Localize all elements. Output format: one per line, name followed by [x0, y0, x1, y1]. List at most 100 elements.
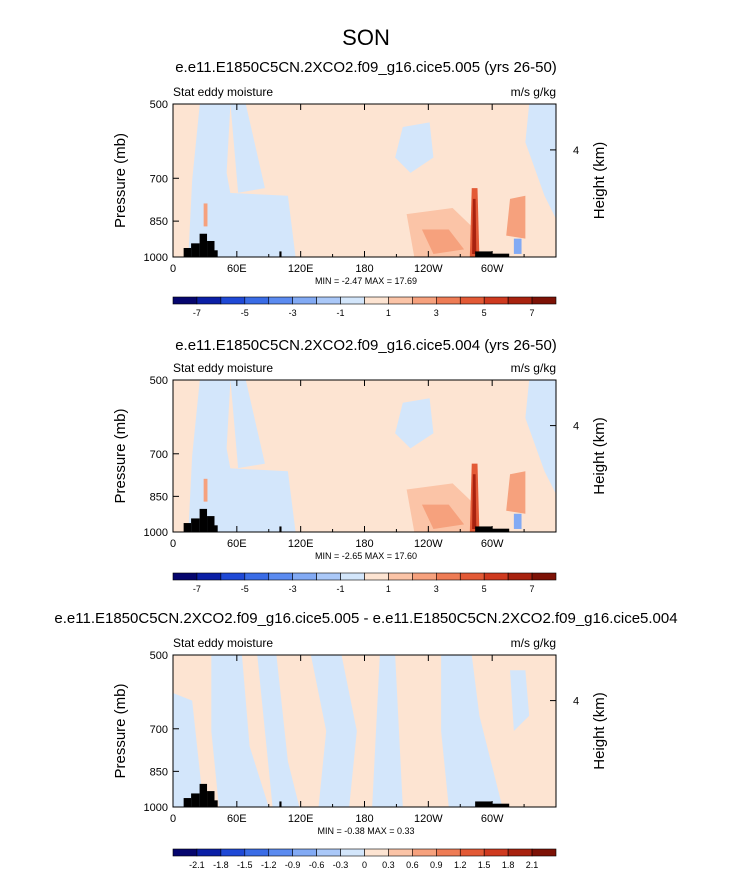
colorbar-swatch [388, 572, 413, 581]
colorbar-swatch [388, 296, 413, 305]
colorbar-swatch [507, 848, 533, 857]
colorbar-swatch [531, 572, 557, 581]
colorbar-label: -1 [337, 308, 345, 318]
land-mask [279, 251, 282, 257]
colorbar-swatch [436, 572, 461, 581]
x-tick-label: 60E [227, 263, 247, 275]
colorbar-label: 1 [386, 584, 391, 594]
colorbar-label: 3 [434, 308, 439, 318]
colorbar-swatch [220, 572, 246, 581]
panel-units-label: m/s g/kg [511, 361, 556, 375]
x-tick-label: 180 [355, 263, 373, 275]
land-mask [475, 526, 493, 532]
land-mask [475, 801, 493, 807]
field-contour [421, 504, 465, 529]
colorbar-swatch [268, 296, 293, 305]
colorbar-label: -3 [289, 584, 297, 594]
field-contour [525, 104, 556, 219]
land-mask [214, 250, 218, 257]
panel-title: e.e11.E1850C5CN.2XCO2.f09_g16.cice5.005 … [54, 610, 677, 627]
colorbar-label: -3 [289, 308, 297, 318]
colorbar-swatch [316, 848, 341, 857]
field-contour [441, 655, 503, 807]
field-contour [506, 195, 526, 239]
colorbar-swatch [364, 848, 389, 857]
colorbar-label: 0.6 [406, 860, 419, 870]
colorbar-swatch [172, 848, 198, 857]
field-contour [421, 229, 465, 254]
land-mask [207, 791, 215, 807]
colorbar-label: 0 [362, 860, 367, 870]
x-tick-label: 120E [288, 263, 314, 275]
y-tick-label: 500 [150, 375, 168, 387]
colorbar-swatch [340, 572, 365, 581]
panel-left-label: Stat eddy moisture [173, 85, 273, 99]
colorbar-label: -1.8 [213, 860, 229, 870]
y-tick-label: 1000 [144, 252, 168, 264]
y-tick-label: 850 [150, 491, 168, 503]
colorbar-label: 7 [530, 584, 535, 594]
colorbar-label: -0.9 [285, 860, 301, 870]
x-tick-label: 0 [170, 813, 176, 825]
panel-title: e.e11.E1850C5CN.2XCO2.f09_g16.cice5.005 … [175, 59, 557, 76]
land-mask [199, 233, 208, 257]
x-tick-label: 120W [414, 813, 443, 825]
x-tick-label: 0 [170, 263, 176, 275]
colorbar-swatch [507, 296, 533, 305]
colorbar-swatch [244, 296, 270, 305]
y-tick-label: 850 [150, 766, 168, 778]
y-tick-label: 500 [150, 650, 168, 662]
panel-units-label: m/s g/kg [511, 85, 556, 99]
colorbar-swatch [316, 572, 341, 581]
colorbar-swatch [436, 296, 461, 305]
colorbar-label: -2.1 [189, 860, 205, 870]
colorbar-swatch [364, 572, 389, 581]
land-mask [214, 525, 218, 532]
y-axis-label: Pressure (mb) [112, 133, 129, 228]
land-mask [207, 240, 215, 257]
colorbar-swatch [507, 572, 533, 581]
colorbar-label: 5 [482, 584, 487, 594]
colorbar-swatch [172, 296, 198, 305]
min-max-stats: MIN = -2.65 MAX = 17.60 [315, 551, 417, 561]
colorbar-swatch [292, 848, 317, 857]
field-contour [230, 104, 265, 193]
height-tick-label: 4 [573, 145, 579, 157]
colorbar-swatch [292, 572, 317, 581]
land-mask [492, 253, 510, 257]
y-axis-label-right: Height (km) [591, 692, 608, 770]
field-contour [211, 655, 269, 807]
colorbar-swatch [244, 848, 270, 857]
field-contour [395, 398, 434, 449]
panel-left-label: Stat eddy moisture [173, 361, 273, 375]
colorbar-swatch [388, 848, 413, 857]
colorbar-swatch [196, 848, 222, 857]
x-tick-label: 180 [355, 538, 373, 550]
figure-title: SON [342, 25, 390, 50]
colorbar-swatch [412, 296, 437, 305]
panel-3: e.e11.E1850C5CN.2XCO2.f09_g16.cice5.005 … [54, 610, 677, 870]
field-contour [173, 693, 204, 807]
field-contour [203, 478, 208, 502]
x-tick-label: 120E [288, 813, 314, 825]
field-contour [230, 380, 265, 469]
colorbar-label: -5 [241, 584, 249, 594]
x-tick-label: 60W [481, 263, 504, 275]
land-mask [279, 801, 282, 807]
colorbar-swatch [459, 848, 485, 857]
x-tick-label: 60W [481, 813, 504, 825]
colorbar-label: -1.2 [261, 860, 277, 870]
y-axis-label-right: Height (km) [591, 417, 608, 495]
field-contour [506, 471, 526, 514]
colorbar-swatch [459, 572, 485, 581]
colorbar-label: -7 [193, 308, 201, 318]
colorbar-swatch [292, 296, 317, 305]
land-mask [191, 793, 200, 807]
x-tick-label: 60W [481, 538, 504, 550]
colorbar-label: -0.3 [333, 860, 349, 870]
colorbar-label: 5 [482, 308, 487, 318]
x-tick-label: 180 [355, 813, 373, 825]
panel-title: e.e11.E1850C5CN.2XCO2.f09_g16.cice5.004 … [175, 337, 557, 354]
colorbar-swatch [531, 848, 557, 857]
